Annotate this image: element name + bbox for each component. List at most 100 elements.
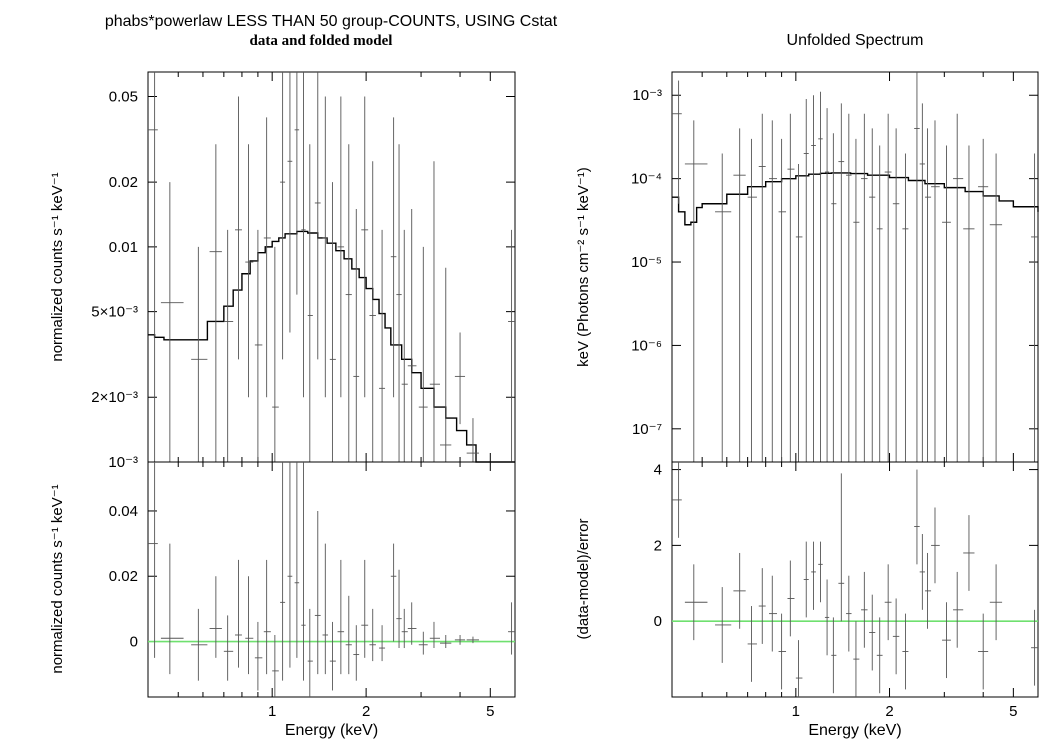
data-point: [1031, 609, 1038, 686]
x-axis-label: Energy (keV): [285, 722, 378, 739]
data-point: [379, 625, 386, 662]
data-point: [1031, 153, 1038, 462]
data-point: [818, 541, 823, 603]
data-point: [407, 208, 417, 462]
data-point: [861, 113, 868, 462]
data-point: [401, 229, 408, 462]
y-tick-label: 0.05: [109, 89, 138, 106]
data-point: [838, 473, 845, 622]
data-point: [209, 144, 222, 462]
data-point: [853, 138, 860, 462]
y-tick-label: 10⁻³: [632, 87, 662, 104]
data-point: [369, 161, 376, 462]
data-point: [795, 640, 803, 697]
data-point: [831, 133, 837, 462]
data-point: [892, 598, 900, 675]
data-point: [272, 634, 279, 697]
data-point: [148, 462, 158, 658]
y-tick-label: 10⁻⁴: [631, 171, 662, 188]
data-point: [884, 564, 892, 641]
data-point: [758, 113, 766, 462]
model-curve: [148, 230, 515, 463]
plot-frame: [147, 461, 516, 698]
data-point: [931, 120, 940, 462]
data-point: [272, 246, 279, 462]
data-point: [869, 128, 876, 462]
x-tick-label: 2: [885, 703, 893, 720]
data-point: [379, 229, 386, 462]
data-point: [811, 541, 816, 610]
data-point: [314, 72, 321, 360]
y-tick-label: 10⁻⁵: [631, 254, 662, 271]
data-point: [337, 96, 345, 398]
data-point: [824, 108, 830, 462]
data-point: [715, 587, 732, 663]
data-point: [390, 117, 397, 398]
data-point: [160, 182, 184, 462]
data-point: [396, 569, 402, 649]
data-point: [758, 568, 766, 644]
data-point: [307, 144, 313, 462]
data-point: [684, 564, 708, 641]
data-point: [148, 72, 158, 462]
data-point: [301, 72, 306, 398]
panel-data-residuals: 0.04 0.02 0 1 2 5 Energy (keV) normalized count…: [49, 461, 516, 739]
data-point: [337, 559, 345, 675]
data-point: [429, 621, 441, 649]
data-point: [401, 608, 408, 649]
y-tick-label: 10⁻⁶: [631, 337, 662, 354]
data-point: [914, 72, 920, 462]
data-point: [280, 462, 286, 681]
panel-unfolded-spectrum: 10⁻³ 10⁻⁴ 10⁻⁵ 10⁻⁶ 10⁻⁷ keV (Photons cm⁻² s⁻…: [575, 71, 1039, 463]
data-point: [254, 229, 263, 462]
data-point: [942, 145, 951, 462]
data-point: [919, 534, 925, 610]
data-point: [322, 543, 329, 675]
data-point: [263, 117, 271, 398]
data-point: [811, 95, 816, 462]
data-point: [818, 91, 823, 462]
data-point: [824, 579, 830, 656]
data-point: [769, 120, 778, 462]
data-point: [314, 510, 321, 675]
data-point: [294, 462, 300, 658]
data-point: [838, 103, 845, 462]
y-tick-label: 4: [654, 462, 662, 479]
data-point: [245, 576, 254, 675]
data-point: [223, 229, 234, 462]
data-point: [953, 571, 964, 648]
data-point: [287, 72, 293, 333]
data-point: [440, 634, 452, 649]
right-title: Unfolded Spectrum: [787, 32, 924, 49]
data-point: [369, 608, 376, 662]
data-point: [953, 113, 964, 462]
data-point: [287, 462, 293, 668]
data-point: [294, 72, 300, 295]
data-point: [787, 560, 795, 637]
data-point: [924, 128, 932, 462]
data-point: [429, 161, 441, 462]
data-point: [361, 96, 369, 398]
data-point: [846, 575, 852, 652]
data-point: [209, 576, 222, 658]
data-point: [747, 138, 757, 462]
data-point: [963, 145, 975, 462]
data-point: [803, 99, 809, 462]
data-point: [191, 246, 208, 462]
y-tick-label: 10⁻³: [108, 454, 138, 471]
y-axis-label: normalized counts s⁻¹ keV⁻¹: [49, 172, 66, 361]
panel-delchi-residuals: 4 2 0 1 2 5 Energy (keV) (data-model)/error: [575, 461, 1039, 739]
data-point: [440, 267, 452, 462]
data-point: [361, 559, 369, 658]
data-point: [978, 613, 989, 690]
data-point: [892, 128, 900, 462]
y-tick-label: 0.02: [109, 568, 138, 585]
x-tick-label: 1: [792, 703, 800, 720]
x-tick-label: 5: [1009, 703, 1017, 720]
data-point: [345, 144, 352, 462]
data-point: [831, 617, 837, 694]
data-point: [787, 113, 795, 462]
data-point: [963, 515, 975, 591]
data-point: [902, 613, 909, 690]
